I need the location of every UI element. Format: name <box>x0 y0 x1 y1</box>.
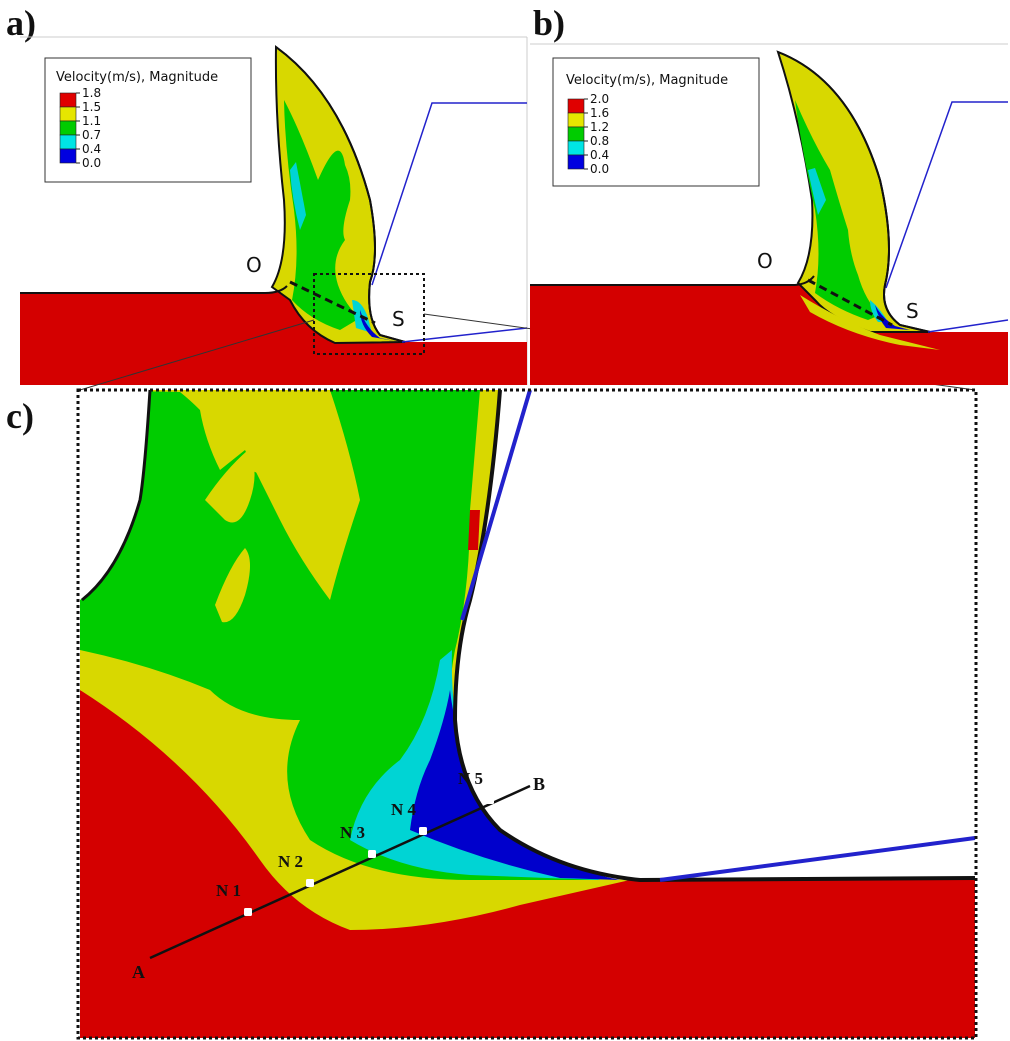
panel-b-workpiece <box>530 278 1008 385</box>
panel-a-legend: Velocity(m/s), Magnitude 1.81.51.10.70.4… <box>44 57 252 183</box>
panel-b-tool <box>885 101 1008 289</box>
legend-tick-label: 0.4 <box>82 142 101 156</box>
panel-c-nodes: N 1 N 2 N 3 N 4 N 5 <box>216 769 494 916</box>
node-marker <box>306 879 314 887</box>
panel-c-green-zone <box>80 390 600 880</box>
legend-swatch <box>567 140 585 156</box>
legend-tick-label: 1.8 <box>82 86 101 100</box>
panel-c-line-ab <box>149 784 531 960</box>
panel-b-chip-green <box>795 100 880 320</box>
node-label: N 1 <box>216 881 241 900</box>
panel-a-point-o: O <box>246 253 262 277</box>
legend-tick-label: 1.6 <box>590 106 609 120</box>
panel-a-blue-zone <box>360 310 400 342</box>
panel-b-legend-ticks: 2.01.61.20.80.40.0 <box>584 92 609 176</box>
panel-b-simulation: O S <box>530 43 1009 385</box>
panel-c-workpiece <box>80 690 975 1038</box>
panel-c-blue-zone <box>410 690 620 880</box>
panel-c-frame <box>76 388 978 1040</box>
node-marker <box>419 827 427 835</box>
panel-b-legend: Velocity(m/s), Magnitude 2.01.61.20.80.4… <box>552 57 760 187</box>
panel-a-tool <box>371 102 527 286</box>
panel-b-point-s: S <box>906 299 919 323</box>
legend-swatch <box>59 120 77 136</box>
node-label: N 2 <box>278 852 303 871</box>
legend-swatch <box>59 134 77 150</box>
panel-b-legend-swatches <box>567 98 585 170</box>
panel-c-point-b: B <box>533 774 545 794</box>
panel-c-label: c) <box>6 396 34 436</box>
node-label: N 3 <box>340 823 365 842</box>
legend-tick-label: 0.8 <box>590 134 609 148</box>
panel-c-tool-rake <box>460 389 532 621</box>
panel-b-label: b) <box>533 3 566 43</box>
panel-b-blue-zone <box>875 305 910 330</box>
panel-a-shear-line <box>289 280 376 325</box>
panel-a-label: a) <box>6 3 36 43</box>
panel-a-legend-swatches <box>59 92 77 164</box>
panel-c-tool-flank <box>659 836 976 882</box>
legend-tick-label: 0.0 <box>590 162 609 176</box>
panel-a-workpiece <box>20 288 527 385</box>
node-label: N 5 <box>458 769 483 788</box>
node-marker <box>368 850 376 858</box>
panel-a-legend-title: Velocity(m/s), Magnitude <box>56 70 218 85</box>
legend-tick-label: 1.1 <box>82 114 101 128</box>
panel-c-cavity <box>455 390 975 880</box>
panel-b-point-o: O <box>757 249 773 273</box>
legend-swatch <box>567 154 585 170</box>
legend-swatch <box>59 148 77 164</box>
panel-c-zoom: N 1 N 2 N 3 N 4 N 5 A B <box>76 388 978 1040</box>
legend-tick-label: 2.0 <box>590 92 609 106</box>
legend-tick-label: 0.4 <box>590 148 609 162</box>
legend-swatch <box>567 126 585 142</box>
node-label: N 4 <box>391 800 417 819</box>
node-marker <box>486 796 494 804</box>
legend-tick-label: 1.5 <box>82 100 101 114</box>
panel-a-chip-green <box>284 100 360 330</box>
legend-swatch <box>567 112 585 128</box>
legend-tick-label: 0.0 <box>82 156 101 170</box>
panel-c-point-a: A <box>132 962 145 982</box>
legend-tick-label: 1.2 <box>590 120 609 134</box>
legend-swatch <box>59 92 77 108</box>
legend-tick-label: 0.7 <box>82 128 101 142</box>
panel-b-legend-title: Velocity(m/s), Magnitude <box>566 73 728 88</box>
node-marker <box>244 908 252 916</box>
panel-a-simulation: O S <box>20 36 976 391</box>
panel-b-shear-line <box>807 278 893 327</box>
panel-a-legend-ticks: 1.81.51.10.70.40.0 <box>76 86 101 170</box>
panel-a-point-s: S <box>392 307 405 331</box>
legend-swatch <box>567 98 585 114</box>
legend-swatch <box>59 106 77 122</box>
